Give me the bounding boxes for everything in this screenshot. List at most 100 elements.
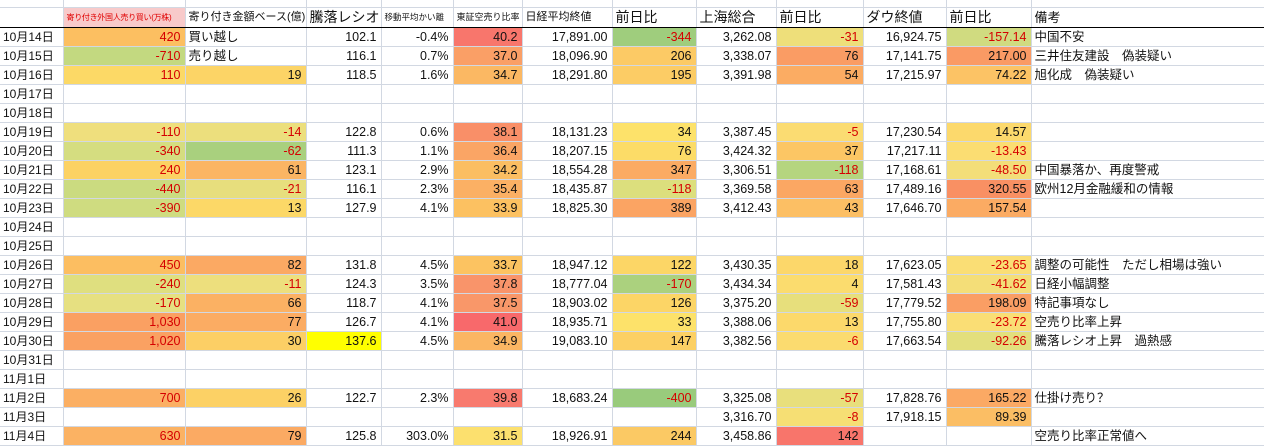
cell-dow-change[interactable] <box>946 369 1032 389</box>
cell-ma-divergence[interactable]: 4.5% <box>381 255 454 275</box>
cell-dow-close[interactable] <box>863 426 947 446</box>
cell-advance-decline-ratio[interactable]: 123.1 <box>306 160 382 180</box>
cell-dow-close[interactable]: 17,581.43 <box>863 274 947 294</box>
cell-shanghai-composite[interactable]: 3,434.34 <box>696 274 777 294</box>
spacer-cell-nikkei-close[interactable] <box>522 0 613 8</box>
cell-remark[interactable]: 仕掛け売り？ <box>1031 388 1264 408</box>
cell-remark[interactable] <box>1031 350 1264 370</box>
cell-remark[interactable]: 空売り比率正常値へ <box>1031 426 1264 446</box>
cell-nikkei-close[interactable]: 18,947.12 <box>522 255 613 275</box>
cell-remark[interactable] <box>1031 198 1264 218</box>
col-header-remark[interactable]: 備考 <box>1031 7 1264 28</box>
spacer-cell-short-sell-ratio[interactable] <box>453 0 523 8</box>
cell-shanghai-change[interactable] <box>776 103 864 123</box>
cell-dow-close[interactable]: 17,168.61 <box>863 160 947 180</box>
cell-foreign-shares[interactable]: 110 <box>63 65 186 85</box>
cell-nikkei-change[interactable]: -344 <box>612 27 697 47</box>
cell-dow-close[interactable] <box>863 236 947 256</box>
cell-short-sell-ratio[interactable]: 41.0 <box>453 312 523 332</box>
cell-ma-divergence[interactable]: 3.5% <box>381 274 454 294</box>
cell-nikkei-change[interactable] <box>612 84 697 104</box>
cell-nikkei-change[interactable]: -118 <box>612 179 697 199</box>
cell-ma-divergence[interactable] <box>381 236 454 256</box>
cell-amount-base[interactable]: 30 <box>185 331 307 351</box>
cell-ma-divergence[interactable]: 0.7% <box>381 46 454 66</box>
cell-ma-divergence[interactable]: 4.1% <box>381 312 454 332</box>
cell-ma-divergence[interactable]: 2.9% <box>381 160 454 180</box>
cell-amount-base[interactable] <box>185 407 307 427</box>
cell-short-sell-ratio[interactable]: 34.7 <box>453 65 523 85</box>
cell-shanghai-change[interactable]: -6 <box>776 331 864 351</box>
cell-advance-decline-ratio[interactable] <box>306 236 382 256</box>
cell-remark[interactable]: 中国不安 <box>1031 27 1264 47</box>
col-header-ma-divergence[interactable]: 移動平均かい離 <box>381 7 454 28</box>
cell-short-sell-ratio[interactable]: 37.8 <box>453 274 523 294</box>
cell-short-sell-ratio[interactable] <box>453 84 523 104</box>
spacer-cell-amount-base[interactable] <box>185 0 307 8</box>
cell-nikkei-close[interactable]: 18,435.87 <box>522 179 613 199</box>
cell-nikkei-close[interactable]: 18,825.30 <box>522 198 613 218</box>
date-cell[interactable]: 10月29日 <box>0 312 64 332</box>
cell-advance-decline-ratio[interactable]: 122.7 <box>306 388 382 408</box>
date-cell[interactable]: 11月3日 <box>0 407 64 427</box>
cell-shanghai-composite[interactable]: 3,316.70 <box>696 407 777 427</box>
cell-foreign-shares[interactable] <box>63 84 186 104</box>
cell-short-sell-ratio[interactable]: 33.7 <box>453 255 523 275</box>
cell-shanghai-composite[interactable]: 3,430.35 <box>696 255 777 275</box>
cell-shanghai-change[interactable]: 4 <box>776 274 864 294</box>
date-cell[interactable]: 10月30日 <box>0 331 64 351</box>
cell-dow-close[interactable]: 17,646.70 <box>863 198 947 218</box>
cell-shanghai-change[interactable]: 76 <box>776 46 864 66</box>
cell-advance-decline-ratio[interactable]: 116.1 <box>306 46 382 66</box>
cell-advance-decline-ratio[interactable] <box>306 407 382 427</box>
cell-dow-change[interactable]: 217.00 <box>946 46 1032 66</box>
date-cell[interactable]: 10月16日 <box>0 65 64 85</box>
cell-shanghai-change[interactable]: -5 <box>776 122 864 142</box>
cell-advance-decline-ratio[interactable]: 124.3 <box>306 274 382 294</box>
date-cell[interactable]: 10月22日 <box>0 179 64 199</box>
cell-advance-decline-ratio[interactable]: 111.3 <box>306 141 382 161</box>
cell-foreign-shares[interactable] <box>63 217 186 237</box>
cell-dow-close[interactable]: 17,755.80 <box>863 312 947 332</box>
cell-foreign-shares[interactable]: -240 <box>63 274 186 294</box>
cell-dow-close[interactable]: 17,779.52 <box>863 293 947 313</box>
date-cell[interactable]: 10月15日 <box>0 46 64 66</box>
cell-short-sell-ratio[interactable]: 37.5 <box>453 293 523 313</box>
cell-ma-divergence[interactable]: 4.1% <box>381 198 454 218</box>
cell-dow-change[interactable]: -157.14 <box>946 27 1032 47</box>
cell-nikkei-change[interactable] <box>612 236 697 256</box>
cell-ma-divergence[interactable] <box>381 217 454 237</box>
cell-nikkei-change[interactable]: -400 <box>612 388 697 408</box>
cell-nikkei-change[interactable]: -170 <box>612 274 697 294</box>
cell-ma-divergence[interactable]: 0.6% <box>381 122 454 142</box>
cell-short-sell-ratio[interactable]: 34.2 <box>453 160 523 180</box>
cell-ma-divergence[interactable]: 4.5% <box>381 331 454 351</box>
cell-nikkei-close[interactable]: 17,891.00 <box>522 27 613 47</box>
cell-short-sell-ratio[interactable]: 37.0 <box>453 46 523 66</box>
cell-advance-decline-ratio[interactable] <box>306 103 382 123</box>
cell-short-sell-ratio[interactable]: 38.1 <box>453 122 523 142</box>
cell-shanghai-composite[interactable]: 3,375.20 <box>696 293 777 313</box>
cell-shanghai-composite[interactable]: 3,387.45 <box>696 122 777 142</box>
spacer-cell-shanghai-composite[interactable] <box>696 0 777 8</box>
cell-dow-change[interactable] <box>946 426 1032 446</box>
cell-advance-decline-ratio[interactable] <box>306 350 382 370</box>
cell-foreign-shares[interactable] <box>63 407 186 427</box>
cell-shanghai-composite[interactable]: 3,458.86 <box>696 426 777 446</box>
cell-shanghai-change[interactable] <box>776 217 864 237</box>
cell-nikkei-close[interactable] <box>522 369 613 389</box>
cell-advance-decline-ratio[interactable] <box>306 84 382 104</box>
cell-dow-change[interactable]: 198.09 <box>946 293 1032 313</box>
cell-foreign-shares[interactable]: 630 <box>63 426 186 446</box>
cell-short-sell-ratio[interactable]: 34.9 <box>453 331 523 351</box>
cell-amount-base[interactable] <box>185 236 307 256</box>
spacer-cell-nikkei-change[interactable] <box>612 0 697 8</box>
cell-shanghai-composite[interactable] <box>696 217 777 237</box>
cell-short-sell-ratio[interactable]: 31.5 <box>453 426 523 446</box>
cell-amount-base[interactable]: -11 <box>185 274 307 294</box>
cell-advance-decline-ratio[interactable]: 118.7 <box>306 293 382 313</box>
cell-shanghai-change[interactable]: 18 <box>776 255 864 275</box>
cell-shanghai-composite[interactable]: 3,388.06 <box>696 312 777 332</box>
spacer-cell-advance-decline-ratio[interactable] <box>306 0 382 8</box>
date-cell[interactable]: 11月2日 <box>0 388 64 408</box>
